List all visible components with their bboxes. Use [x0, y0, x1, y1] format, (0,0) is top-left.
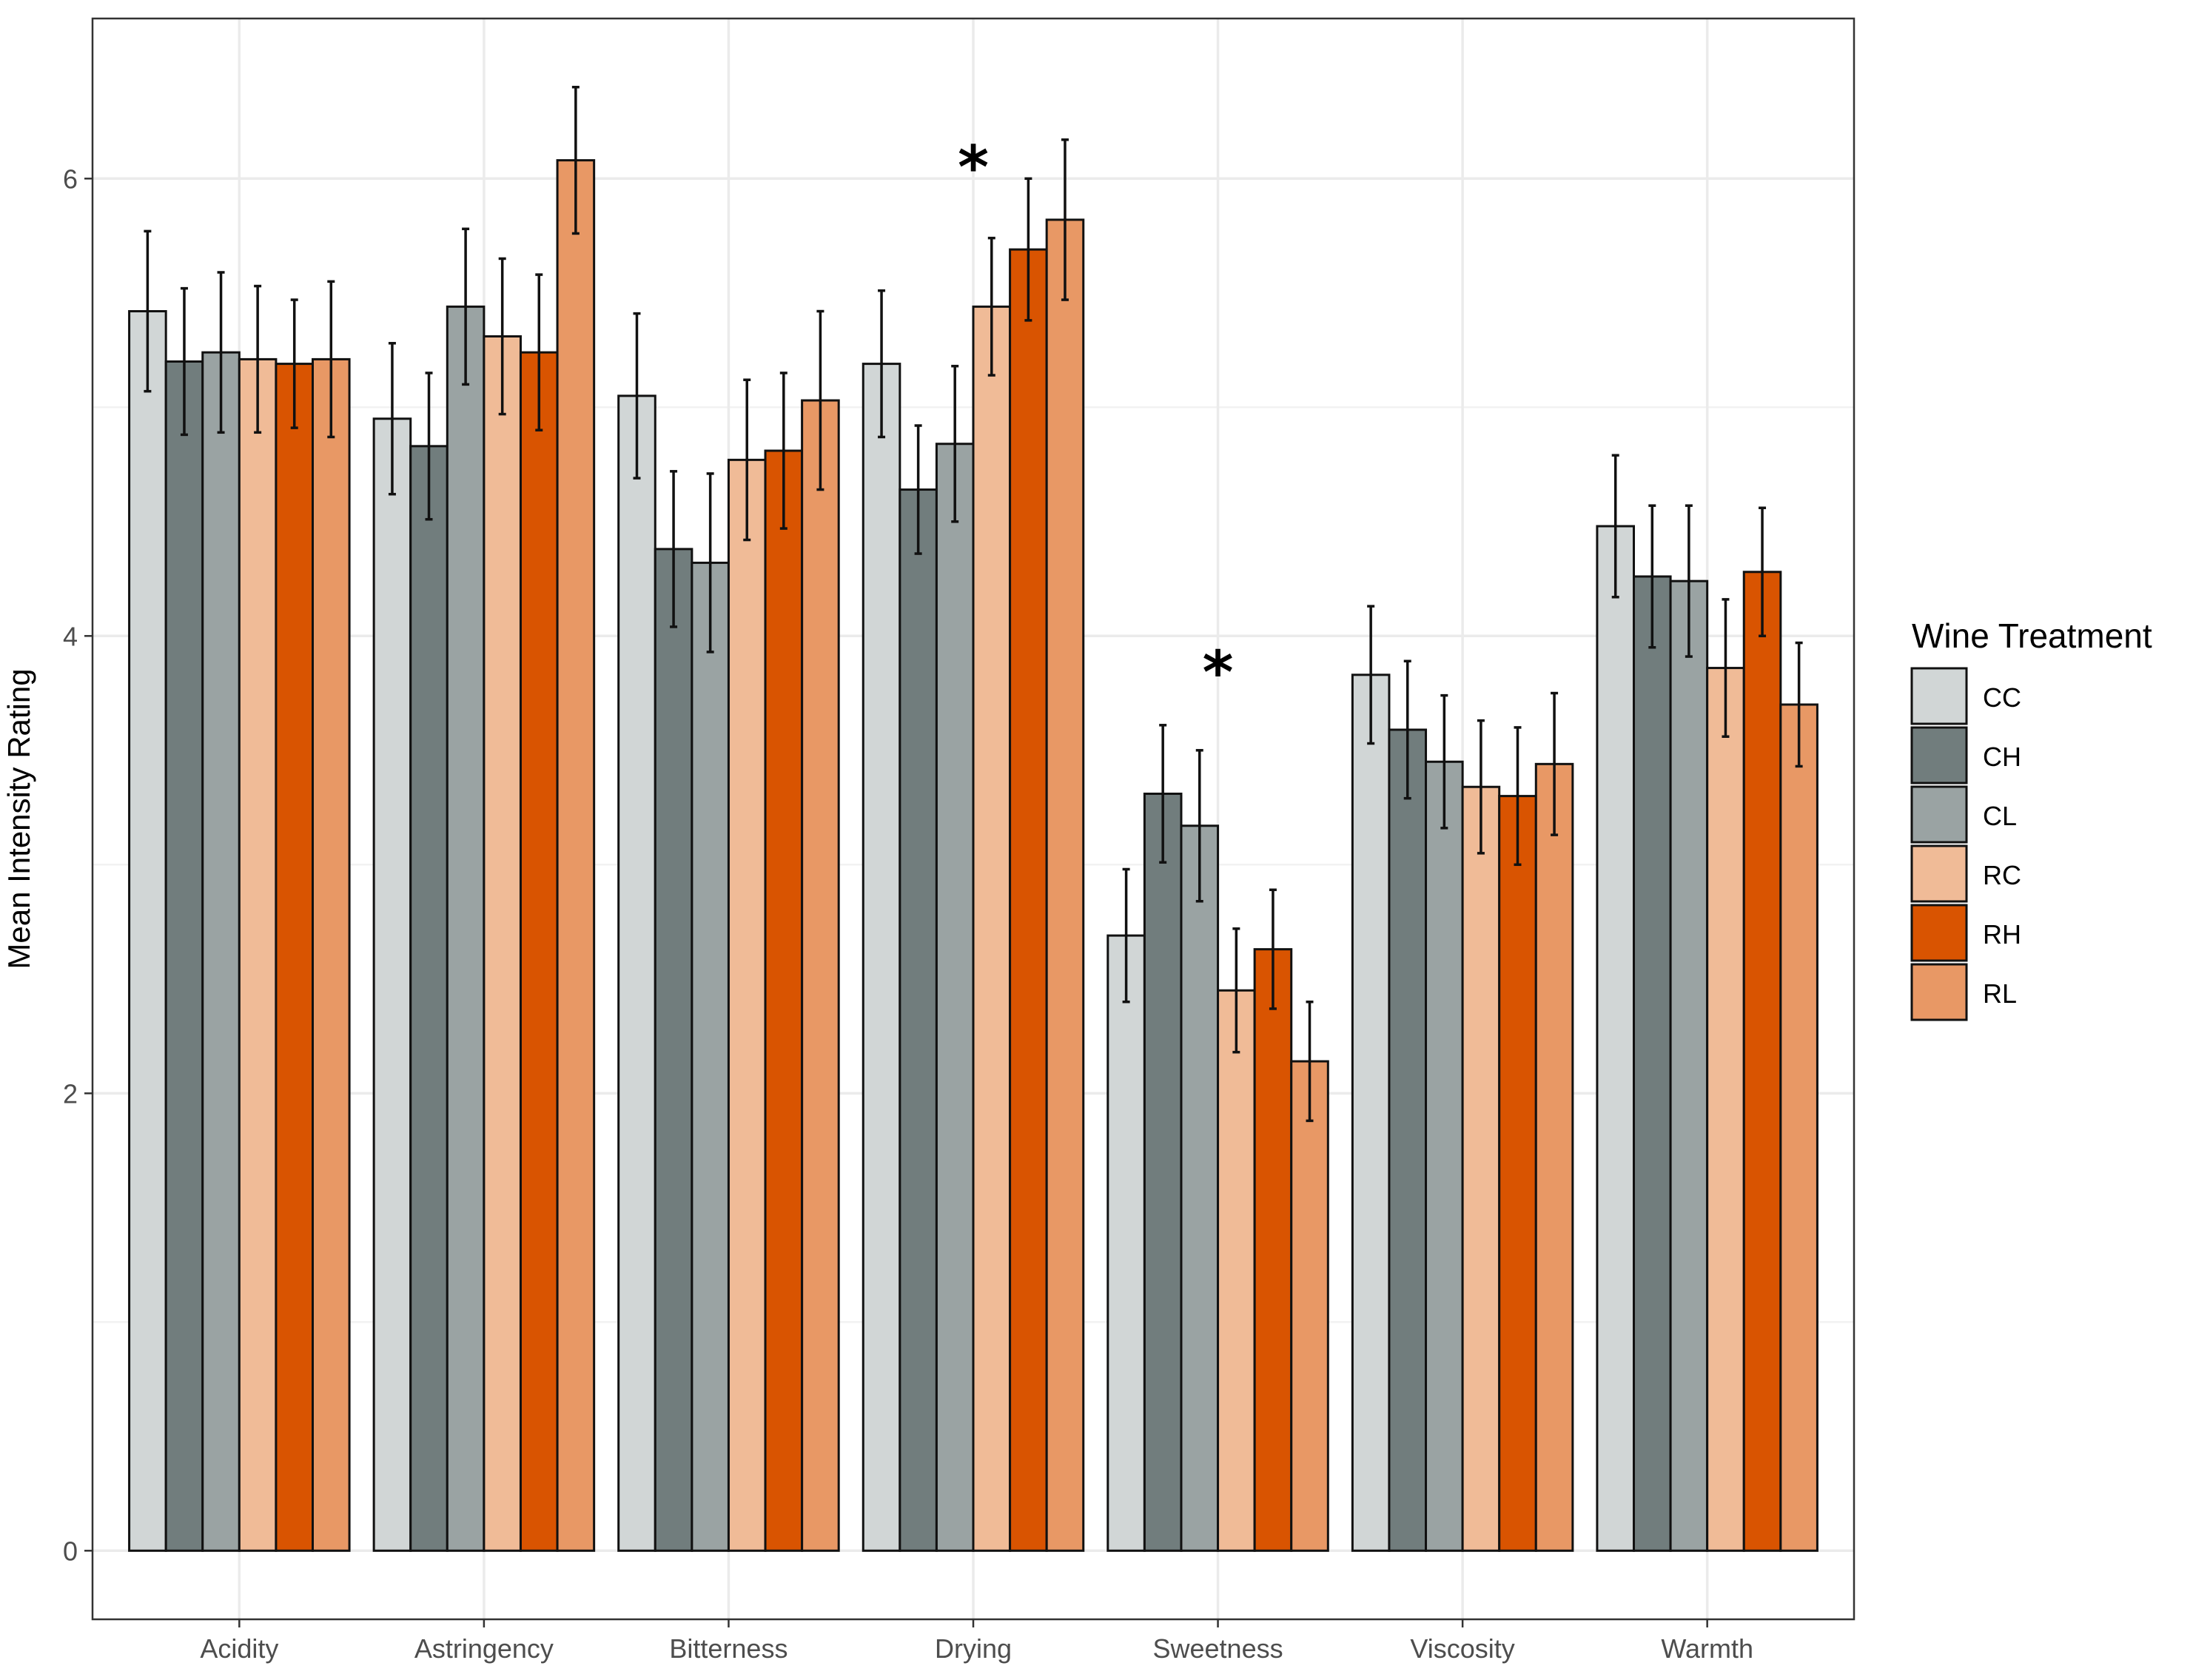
bar-CL-acidity: [201, 351, 241, 1552]
bar-RL-drying: [1045, 218, 1085, 1552]
bar-CH-bitterness: [654, 548, 694, 1552]
bar-CL-viscosity: [1425, 760, 1464, 1552]
bars: [128, 159, 1818, 1552]
legend-key-RL: [1910, 963, 1968, 1021]
significance-marker-sweetness: *: [1203, 639, 1234, 708]
x-tick-label-warmth: Warmth: [1661, 1633, 1753, 1664]
bar-RC-sweetness: [1217, 989, 1256, 1552]
legend-key-RH: [1910, 904, 1968, 962]
bar-RL-viscosity: [1534, 762, 1574, 1552]
bar-CL-bitterness: [691, 561, 730, 1552]
bar-RH-warmth: [1742, 571, 1782, 1552]
bar-RL-astringency: [556, 159, 596, 1552]
bar-CC-sweetness: [1106, 934, 1146, 1552]
y-tick-label: 4: [63, 621, 78, 651]
bar-RC-acidity: [238, 357, 278, 1552]
legend-key-CC: [1910, 667, 1968, 725]
x-tick-label-sweetness: Sweetness: [1153, 1633, 1283, 1664]
bar-CL-sweetness: [1180, 824, 1220, 1552]
bar-CH-astringency: [409, 445, 449, 1552]
significance-annotations: **: [958, 133, 1233, 708]
bar-CH-acidity: [164, 360, 204, 1552]
bar-CH-sweetness: [1143, 793, 1183, 1552]
legend-label-RC: RC: [1983, 860, 2021, 890]
bar-RL-sweetness: [1290, 1060, 1329, 1552]
bar-CL-astringency: [446, 305, 486, 1552]
bar-RC-bitterness: [727, 458, 767, 1552]
bar-RC-viscosity: [1461, 785, 1501, 1552]
bar-RC-drying: [972, 305, 1012, 1552]
legend-key-RC: [1910, 844, 1968, 903]
y-tick-label: 0: [63, 1536, 78, 1566]
bar-CH-drying: [899, 488, 938, 1552]
bar-RL-warmth: [1779, 703, 1818, 1552]
axes: 0 2 4 6 Acidity Astringency Bitterness Drying Sw…: [63, 164, 1753, 1664]
legend-label-CL: CL: [1983, 801, 2017, 831]
y-tick-label: 2: [63, 1078, 78, 1109]
bar-CC-drying: [862, 363, 901, 1552]
bar-RH-astringency: [519, 351, 559, 1552]
x-tick-label-drying: Drying: [935, 1633, 1012, 1664]
x-tick-label-viscosity: Viscosity: [1410, 1633, 1514, 1664]
x-tick-label-acidity: Acidity: [200, 1633, 278, 1664]
legend-label-CH: CH: [1983, 742, 2021, 772]
bar-RC-warmth: [1706, 667, 1745, 1552]
significance-marker-drying: *: [958, 133, 989, 202]
bar-CC-acidity: [128, 310, 167, 1552]
bar-CL-drying: [935, 443, 975, 1552]
bar-CC-viscosity: [1351, 673, 1391, 1552]
bar-RH-acidity: [275, 363, 314, 1552]
y-axis-title: Mean Intensity Rating: [1, 668, 36, 969]
bar-RL-bitterness: [801, 399, 840, 1552]
legend-key-CL: [1910, 785, 1968, 844]
bar-CH-viscosity: [1388, 728, 1428, 1552]
legend-label-CC: CC: [1983, 682, 2021, 713]
bar-RH-drying: [1009, 248, 1048, 1552]
legend-label-RL: RL: [1983, 978, 2017, 1009]
bar-RL-acidity: [312, 357, 351, 1552]
bar-CL-warmth: [1669, 579, 1709, 1552]
bar-CH-warmth: [1633, 575, 1672, 1552]
legend-label-RH: RH: [1983, 919, 2021, 950]
bar-RC-astringency: [483, 335, 522, 1552]
legend-key-CH: [1910, 726, 1968, 784]
error-bars: [144, 85, 1803, 1123]
bar-CC-warmth: [1596, 525, 1636, 1552]
bar-RH-bitterness: [764, 449, 804, 1552]
x-tick-label-bitterness: Bitterness: [669, 1633, 787, 1664]
bar-CC-bitterness: [617, 394, 656, 1552]
bar-RH-viscosity: [1498, 795, 1537, 1552]
bar-RH-sweetness: [1253, 948, 1293, 1552]
legend: Wine Treatment CC CH CL RC RH RL: [1910, 616, 2152, 1021]
x-tick-label-astringency: Astringency: [414, 1633, 554, 1664]
y-tick-label: 6: [63, 164, 78, 194]
legend-title: Wine Treatment: [1912, 616, 2152, 655]
bar-CC-astringency: [372, 417, 412, 1552]
